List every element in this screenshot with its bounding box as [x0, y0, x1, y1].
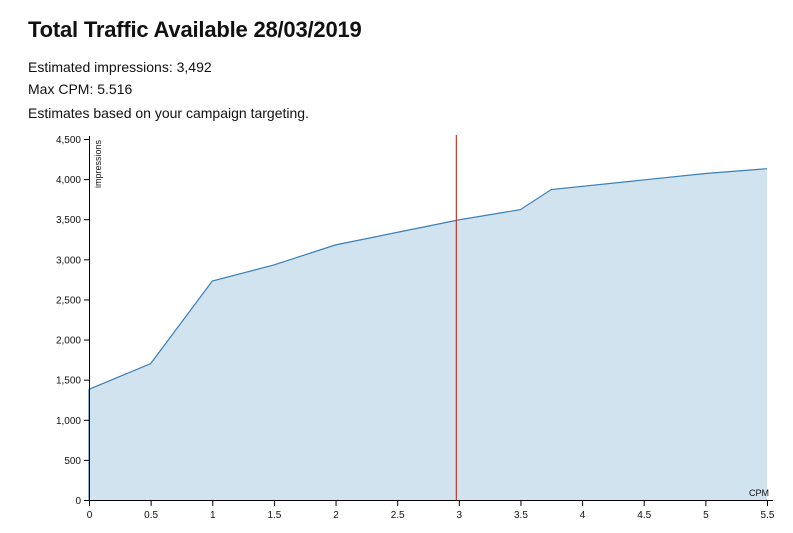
- x-tick: 1: [210, 500, 216, 521]
- y-axis-label: impressions: [93, 140, 103, 189]
- x-tick-label: 5: [703, 510, 709, 521]
- y-tick: 0: [75, 496, 90, 507]
- y-tick: 4,500: [56, 135, 90, 146]
- x-tick: 2: [333, 500, 339, 521]
- x-tick: 2.5: [391, 500, 405, 521]
- max-cpm: Max CPM: 5.516: [28, 81, 133, 97]
- x-tick-label: 3.5: [514, 510, 528, 521]
- y-tick: 3,000: [56, 255, 90, 266]
- y-tick-label: 1,000: [56, 416, 81, 427]
- y-tick: 3,500: [56, 215, 90, 226]
- page-title: Total Traffic Available 28/03/2019: [28, 17, 362, 42]
- y-tick: 4,000: [56, 175, 90, 186]
- y-axis: 0 500 1,000 1,500 2,000 2,500 3,000 3,500 4,000 4…: [56, 135, 90, 507]
- x-tick-label: 3: [457, 510, 463, 521]
- impressions-line: [88, 168, 768, 500]
- y-tick-label: 4,500: [56, 135, 81, 146]
- x-tick-label: 4.5: [637, 510, 651, 521]
- x-axis-label: CPM: [749, 488, 769, 498]
- x-tick: 3: [457, 500, 463, 521]
- x-tick-label: 0.5: [144, 510, 158, 521]
- y-tick-label: 2,000: [56, 336, 81, 347]
- x-tick-label: 5.5: [761, 510, 775, 521]
- y-tick: 2,500: [56, 295, 90, 306]
- y-tick-label: 2,500: [56, 295, 81, 306]
- plot-area: [88, 135, 768, 500]
- x-tick: 1.5: [267, 500, 282, 521]
- x-tick-label: 4: [580, 510, 586, 521]
- y-tick-label: 0: [75, 496, 81, 507]
- y-tick: 500: [64, 456, 90, 467]
- y-tick: 2,000: [56, 336, 90, 347]
- y-tick-label: 1,500: [56, 376, 81, 387]
- x-tick-label: 0: [87, 510, 93, 521]
- x-tick: 3.5: [514, 500, 528, 521]
- y-tick: 1,500: [56, 376, 90, 387]
- estimates-note: Estimates based on your campaign targeti…: [28, 105, 309, 121]
- x-tick-label: 1: [210, 510, 216, 521]
- y-tick-label: 500: [64, 456, 81, 467]
- y-tick-label: 4,000: [56, 175, 81, 186]
- y-tick-label: 3,500: [56, 215, 81, 226]
- x-tick: 0: [87, 500, 93, 521]
- x-tick: 5: [703, 500, 709, 521]
- x-tick: 5.5: [761, 500, 775, 521]
- x-tick: 4.5: [637, 500, 652, 521]
- impressions-area: [89, 168, 767, 500]
- x-tick: 0.5: [144, 500, 159, 521]
- y-tick: 1,000: [56, 416, 90, 427]
- x-tick-label: 2: [333, 510, 339, 521]
- x-tick-label: 2.5: [391, 510, 405, 521]
- x-tick-label: 1.5: [267, 510, 281, 521]
- x-axis: 0 0.5 1 1.5 2 2.5 3 3.5 4 4.5 5 5.5: [87, 500, 775, 521]
- x-tick: 4: [580, 500, 586, 521]
- y-tick-label: 3,000: [56, 255, 81, 266]
- estimated-impressions: Estimated impressions: 3,492: [28, 59, 212, 75]
